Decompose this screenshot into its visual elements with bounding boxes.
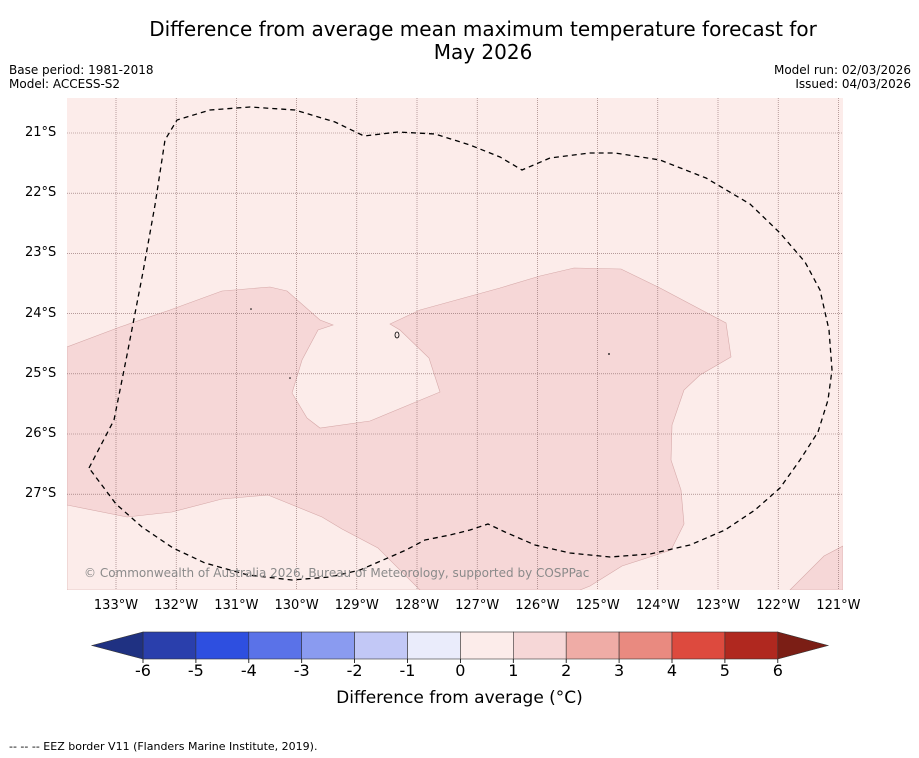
island-dot [608,353,610,355]
issued-date: Issued: 04/03/2026 [795,77,911,91]
colorbar-segment [248,631,303,660]
colorbar-segment [618,631,673,660]
colorbar-tick-label: 3 [614,661,625,680]
map-title-line2: May 2026 [433,40,533,64]
lat-label: 22°S [25,185,57,201]
colorbar-tick-label: 4 [666,661,678,680]
colorbar-segment [724,631,779,660]
base-period: Base period: 1981-2018 [9,63,154,77]
lat-label: 25°S [25,365,57,381]
model-run: Model run: 02/03/2026 [773,63,911,77]
colorbar-segment [512,631,567,660]
lon-label: 127°W [455,598,500,613]
lon-label: 121°W [816,598,861,613]
lon-label: 132°W [154,598,199,613]
colorbar-segment [407,631,461,660]
colorbar-over-arrow [777,631,830,660]
lat-label: 21°S [25,125,57,140]
lon-label: 133°W [93,598,139,613]
colorbar-label: Difference from average (°C) [336,688,583,708]
colorbar-tick-label: -4 [240,661,257,680]
colorbar-tick-label: 0 [455,661,466,680]
lon-label: 125°W [575,598,620,613]
colorbar-segment [565,631,620,660]
lat-label: 24°S [25,305,57,321]
eez-border [88,106,833,581]
colorbar-tick-label: 1 [508,661,519,680]
colorbar-tick-label: -1 [399,661,416,680]
meta-right: Model run: 02/03/2026 Issued: 04/03/2026 [774,63,911,91]
meta-left: Base period: 1981-2018 Model: ACCESS-S2 [9,63,154,91]
lon-label: 126°W [515,598,560,613]
model-name: Model: ACCESS-S2 [9,77,121,91]
lon-label: 128°W [394,598,440,613]
anomaly-inset-lower-left [67,494,421,590]
map-title: Difference from average mean maximum tem… [0,18,919,64]
anomaly-region-lower-right [789,545,843,590]
lat-label: 27°S [25,486,57,502]
copyright-notice: © Commonwealth of Australia 2026, Bureau… [84,566,590,580]
colorbar-tick-label: -5 [187,661,204,680]
lon-label: 130°W [274,598,319,613]
lon-label: 123°W [695,598,741,613]
lon-label: 129°W [334,598,379,613]
colorbar-segment [460,631,514,660]
island-dot [250,308,252,310]
colorbar-tick-label: 6 [772,661,783,680]
lon-label: 122°W [756,598,801,613]
lon-gridlines [115,98,839,590]
colorbar-segment [354,631,408,660]
island-marker [394,331,400,339]
colorbar [90,631,830,663]
lon-label: 131°W [214,598,259,613]
eez-footer-note: -- -- -- EEZ border V11 (Flanders Marine… [9,740,318,753]
lon-label: 124°W [635,598,680,613]
map-title-line1: Difference from average mean maximum tem… [149,17,817,41]
island-dot [289,377,291,379]
colorbar-segment [671,631,726,660]
colorbar-segment [142,631,197,660]
colorbar-segment [195,631,250,660]
colorbar-tick-label: 5 [719,661,730,680]
colorbar-tick-label: -3 [293,661,310,680]
colorbar-segment [301,631,355,660]
colorbar-tick-label: -2 [346,661,363,680]
lat-label: 26°S [25,426,57,441]
colorbar-tick-label: 2 [561,661,572,680]
lat-label: 23°S [25,245,57,261]
colorbar-tick-label: -6 [135,661,151,680]
colorbar-under-arrow [90,631,144,660]
lat-gridlines [67,132,843,495]
